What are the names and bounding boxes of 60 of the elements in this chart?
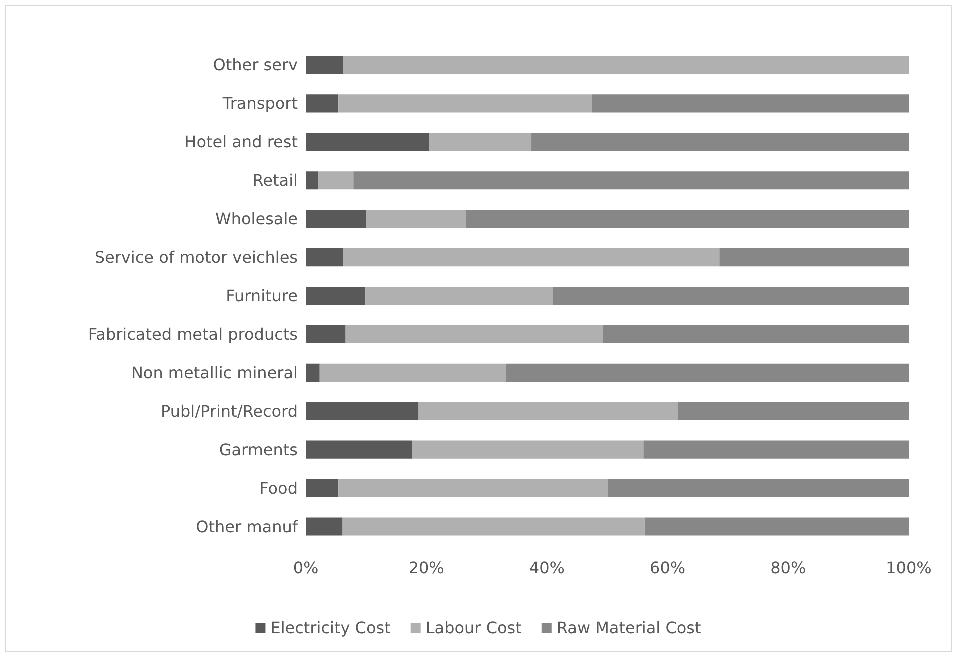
bar [306, 286, 366, 306]
bar [644, 518, 909, 536]
y-tick-label: Furniture [226, 286, 298, 306]
bar [306, 518, 343, 536]
bar [342, 518, 645, 536]
bar [466, 210, 909, 228]
bar [418, 402, 678, 420]
bar [306, 172, 318, 190]
legend-label: Raw Material Cost [556, 618, 702, 638]
bar [318, 172, 354, 190]
y-tick-label: Wholesale [216, 210, 298, 229]
bar [320, 364, 506, 382]
bar [306, 479, 339, 498]
bar [608, 479, 909, 498]
bar [306, 325, 346, 344]
x-tick-label: 60% [650, 558, 686, 578]
bar [412, 440, 644, 459]
bar [306, 210, 366, 228]
y-tick-label: Transport [222, 94, 298, 114]
bar [306, 248, 344, 267]
x-tick-label: 0% [293, 558, 319, 578]
y-tick-label: Other serv [213, 56, 298, 75]
bar [553, 286, 909, 306]
y-tick-label: Hotel and rest [184, 132, 298, 152]
bar [366, 210, 466, 228]
bar [343, 248, 720, 267]
y-tick-label: Non metallic mineral [131, 363, 298, 382]
bar [306, 440, 413, 459]
x-tick-label: 40% [529, 558, 565, 578]
bar [429, 133, 532, 152]
x-tick-label: 20% [408, 558, 444, 578]
bar [720, 248, 909, 267]
x-tick-label: 80% [770, 558, 806, 578]
bar [306, 364, 320, 382]
y-tick-label: Service of motor veichles [94, 248, 298, 268]
bar [678, 402, 909, 420]
x-tick-label: 100% [886, 558, 932, 578]
legend-label: Labour Cost [426, 618, 522, 638]
y-tick-label: Garments [219, 440, 298, 460]
y-tick-label: Retail [252, 171, 298, 190]
bar [506, 364, 909, 382]
y-tick-label: Fabricated metal products [88, 324, 298, 344]
bar [306, 402, 419, 420]
bar [306, 94, 339, 113]
bar [532, 133, 909, 152]
bar [338, 94, 592, 113]
bar [346, 325, 604, 344]
bar [354, 172, 909, 190]
bar [644, 440, 909, 459]
bar [338, 479, 608, 498]
bar [306, 56, 344, 74]
y-tick-label: Food [260, 478, 298, 498]
bar [366, 286, 554, 306]
bar [592, 94, 909, 113]
bar [603, 325, 909, 344]
y-tick-label: Other manuf [196, 517, 298, 536]
y-tick-label: Publ/Print/Record [161, 402, 298, 421]
bar [306, 133, 430, 152]
bar [343, 56, 909, 74]
legend-label: Electricity Cost [270, 618, 391, 638]
